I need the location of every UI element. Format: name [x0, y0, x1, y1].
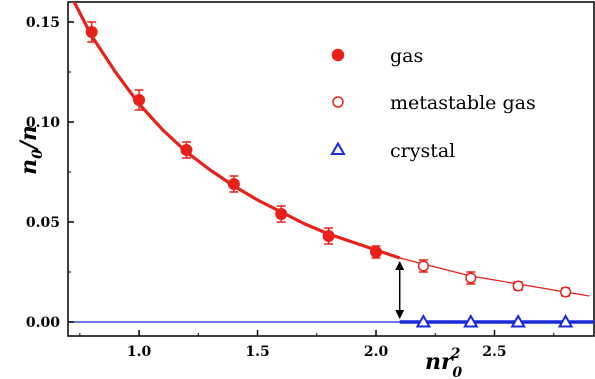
fit-curve-gas [72, 2, 401, 260]
x-tick-label: 1.5 [245, 344, 269, 360]
data-point-gas [227, 178, 240, 190]
data-point-gas [133, 94, 146, 106]
double-arrow-annotation [395, 261, 405, 319]
data-point-metastable-gas [560, 286, 572, 298]
legend-label-crystal: crystal [390, 140, 455, 162]
legend-marker-gas [331, 48, 345, 62]
legend-label-gas: gas [390, 45, 423, 67]
data-point-metastable-gas [465, 272, 477, 284]
x-axis-label-sup: 2 [450, 346, 461, 362]
y-tick-label: 0.00 [26, 315, 60, 331]
data-point-crystal [510, 313, 526, 328]
x-tick-label: 2.5 [482, 344, 506, 360]
y-tick-label: 0.15 [26, 15, 60, 31]
y-axis-label-slash: / [16, 139, 42, 151]
legend-label-metastable-gas: metastable gas [390, 92, 536, 114]
x-tick-label: 1.0 [127, 344, 152, 360]
y-axis-label-subscript: 0 [30, 149, 46, 159]
data-point-gas [85, 26, 98, 38]
legend-marker-crystal [330, 141, 346, 155]
data-point-crystal [463, 313, 479, 328]
legend-item-crystal: crystal [330, 140, 455, 162]
legend: gas metastable gas crystal [330, 45, 536, 162]
data-point-gas [180, 144, 193, 156]
data-point-metastable-gas [512, 280, 524, 292]
x-axis-label-base: nr [425, 349, 454, 375]
x-axis-label: nr2 0 [425, 346, 462, 379]
plot-area: 1.0 1.5 2.0 2.5 0.00 0.05 0.10 0.15 [26, 1, 595, 360]
plot-content [68, 2, 594, 328]
y-tick-label: 0.05 [26, 215, 60, 231]
x-tick-label: 2.0 [364, 344, 389, 360]
legend-marker-metastable-gas [332, 96, 344, 108]
data-point-gas [370, 246, 383, 258]
y-axis-label-numerator: n [16, 159, 42, 175]
data-point-metastable-gas [417, 260, 429, 272]
data-point-crystal [557, 313, 574, 328]
double-arrow-head-down [395, 310, 405, 319]
data-point-gas [275, 208, 288, 220]
x-axis-label-sub: 0 [452, 365, 462, 379]
y-axis-label-denominator: n [16, 125, 42, 141]
fit-curve-metastable [399, 257, 590, 297]
legend-item-gas: gas [331, 45, 423, 67]
data-point-gas [322, 230, 335, 242]
data-point-crystal [415, 313, 432, 328]
y-axis-label: n0/n [16, 125, 46, 175]
double-arrow-head-up [395, 261, 405, 270]
legend-item-metastable-gas: metastable gas [332, 92, 536, 114]
plot-frame [67, 1, 595, 337]
y-tick-label: 0.10 [26, 115, 60, 131]
